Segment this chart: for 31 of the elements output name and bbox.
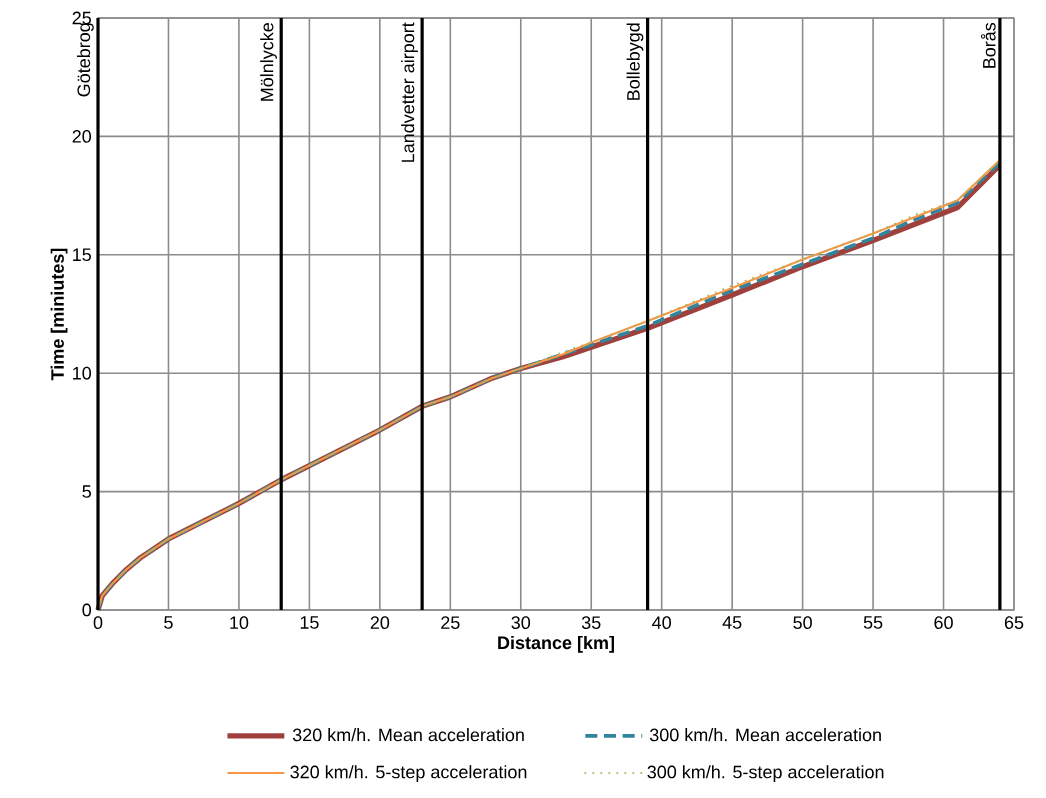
y-tick-label: 20 — [72, 130, 92, 143]
x-tick-label: 30 — [511, 616, 531, 629]
y-tick-label: 25 — [72, 11, 91, 25]
y-tick-label: 5 — [82, 485, 91, 498]
ref-line-label: Bollebygd — [626, 23, 644, 100]
ref-line-label: Mölnlycke — [260, 23, 277, 101]
x-tick-label: 40 — [652, 616, 671, 629]
legend-label: 300 km/h. 5-step acceleration — [647, 765, 884, 782]
x-tick-label: 55 — [863, 616, 883, 629]
legend-label: 320 km/h. Mean acceleration — [292, 728, 524, 742]
y-tick-label: 15 — [73, 248, 91, 262]
x-tick-label: 20 — [370, 616, 390, 629]
ref-line-label: Landvetter airport — [401, 22, 418, 162]
x-tick-label: 25 — [441, 616, 460, 629]
ref-line-label: Götebrog — [76, 23, 94, 97]
x-tick-label: 65 — [1004, 616, 1024, 629]
x-tick-label: 50 — [793, 616, 812, 629]
x-tick-label: 60 — [934, 616, 953, 629]
x-tick-label: 5 — [164, 616, 173, 629]
x-tick-label: 10 — [230, 616, 249, 629]
x-tick-label: 15 — [300, 616, 319, 629]
legend-label: 300 km/h. Mean acceleration — [649, 728, 881, 742]
y-tick-label: 0 — [82, 603, 92, 617]
x-axis-title: Distance [km] — [498, 635, 614, 653]
x-tick-label: 35 — [581, 616, 601, 629]
x-tick-label: 45 — [722, 616, 742, 629]
y-tick-label: 10 — [73, 366, 92, 380]
x-tick-label: 0 — [93, 616, 103, 629]
legend-label: 320 km/h. 5-step acceleration — [290, 765, 527, 782]
ref-line-label: Borås — [980, 22, 996, 68]
y-axis-title: Time [miniutes] — [50, 248, 68, 381]
